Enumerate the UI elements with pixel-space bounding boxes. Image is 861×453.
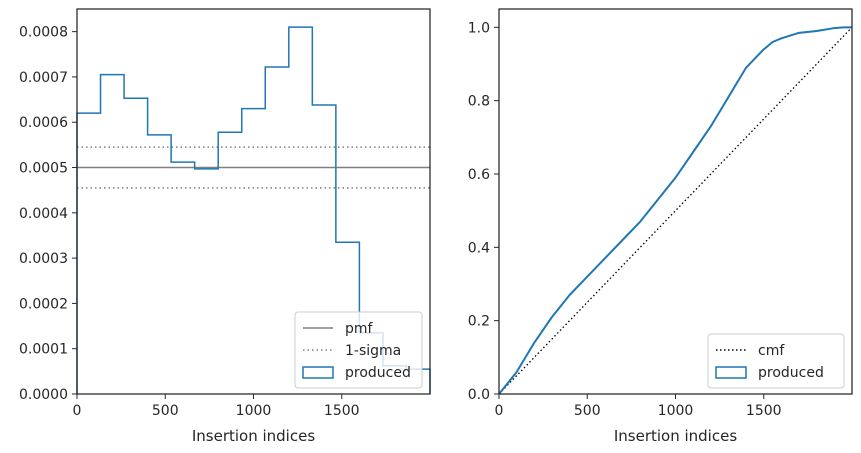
legend-label: pmf xyxy=(345,321,374,337)
y-tick-label: 0.4 xyxy=(468,240,490,256)
y-tick-label: 0.2 xyxy=(468,314,490,330)
y-tick-label: 0.0008 xyxy=(19,25,68,41)
legend: pmf 1-sigma produced xyxy=(294,311,423,389)
axes-frame xyxy=(498,8,853,395)
x-tick-label: 500 xyxy=(152,403,179,419)
histogram-bin xyxy=(218,132,242,394)
y-tick-label: 0.6 xyxy=(468,167,490,183)
y-tick-label: 0.0000 xyxy=(19,387,68,403)
histogram-bin xyxy=(171,162,195,394)
histogram-bin xyxy=(242,109,266,394)
legend-label: produced xyxy=(758,365,824,381)
legend-entry-sigma: 1-sigma xyxy=(303,343,401,359)
legend-label: produced xyxy=(345,365,411,381)
axes-frame xyxy=(76,8,431,395)
y-tick-label: 0.0002 xyxy=(19,296,68,312)
x-axis-label: Insertion indices xyxy=(192,427,315,445)
x-tick-label: 1000 xyxy=(236,403,272,419)
legend-label: 1-sigma xyxy=(345,343,401,359)
x-tick-label: 500 xyxy=(574,403,601,419)
y-tick-label: 0.8 xyxy=(468,94,490,110)
y-tick-label: 1.0 xyxy=(468,20,490,36)
histogram-bin xyxy=(195,169,219,394)
cdf-panel: 0 500 1000 1500 0.0 0.2 0.4 0.6 0.8 1.0 Insertion… xyxy=(468,8,853,445)
cmf-line xyxy=(498,26,853,395)
legend: cmf produced xyxy=(707,333,845,389)
y-tick-label: 0.0001 xyxy=(19,342,68,358)
histogram-bin xyxy=(124,98,148,394)
y-tick-label: 0.0005 xyxy=(19,161,68,177)
x-tick-label: 1500 xyxy=(746,403,782,419)
axis-ticks: 0 500 1000 1500 0.0 0.2 0.4 0.6 0.8 1.0 xyxy=(468,20,782,419)
axis-ticks: 0 500 1000 1500 0.0000 0.0001 0.0002 0.0003 0.00… xyxy=(19,25,360,419)
legend-box xyxy=(294,311,423,389)
histogram-bin xyxy=(148,135,172,394)
y-tick-label: 0.0007 xyxy=(19,70,68,86)
legend-box xyxy=(707,333,845,389)
y-tick-label: 0.0006 xyxy=(19,115,68,131)
legend-handle xyxy=(302,366,334,379)
histogram-panel: 0 500 1000 1500 0.0000 0.0001 0.0002 0.0003 0.00… xyxy=(19,8,431,445)
y-tick-label: 0.0004 xyxy=(19,206,68,222)
x-axis-label: Insertion indices xyxy=(614,427,737,445)
histogram-bin xyxy=(265,67,289,394)
y-tick-label: 0.0003 xyxy=(19,251,68,267)
plot-area xyxy=(498,26,853,395)
x-tick-label: 0 xyxy=(495,403,504,419)
legend-entry-cmf: cmf xyxy=(716,343,785,359)
histogram-bin xyxy=(101,75,125,394)
x-tick-label: 0 xyxy=(73,403,82,419)
y-tick-label: 0.0 xyxy=(468,387,490,403)
legend-handle xyxy=(715,366,747,379)
legend-entry-produced: produced xyxy=(302,365,411,381)
x-tick-label: 1500 xyxy=(324,403,360,419)
produced-cdf-line xyxy=(498,26,852,395)
legend-label: cmf xyxy=(758,343,785,359)
x-tick-label: 1000 xyxy=(658,403,694,419)
legend-entry-pmf: pmf xyxy=(303,321,374,337)
histogram-bin xyxy=(77,113,101,394)
legend-entry-produced: produced xyxy=(715,365,824,381)
